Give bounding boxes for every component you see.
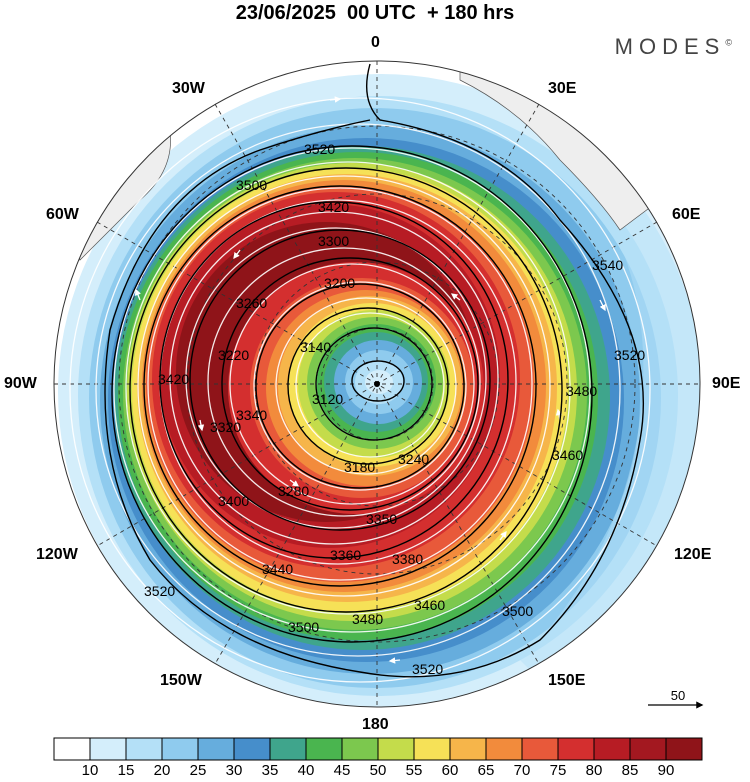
lon-label-120w: 120W — [36, 546, 78, 563]
lon-label-60e: 60E — [672, 206, 701, 223]
reference-vector-label: 50 — [670, 688, 686, 703]
contour-label: 3520 — [614, 347, 645, 363]
height-contours — [104, 63, 644, 678]
colorbar-tick: 80 — [585, 762, 603, 779]
colorbar-tick: 25 — [189, 762, 207, 779]
colorbar — [53, 737, 703, 761]
contour-label: 3400 — [218, 493, 249, 509]
brand-logo: MODES© — [615, 34, 732, 60]
colorbar-tick: 90 — [657, 762, 675, 779]
lon-label-120e: 120E — [674, 546, 712, 563]
lon-label-90w: 90W — [4, 375, 37, 392]
contour-label: 3520 — [144, 583, 175, 599]
contour-label: 3220 — [218, 347, 249, 363]
colorbar-tick: 55 — [405, 762, 423, 779]
contour-label: 3360 — [330, 547, 361, 563]
contour-label: 3320 — [210, 419, 241, 435]
colorbar-tick: 75 — [549, 762, 567, 779]
lon-label-150e: 150E — [548, 672, 586, 689]
wind-speed-fill — [54, 61, 700, 707]
colorbar-tick: 35 — [261, 762, 279, 779]
colorbar-tick: 20 — [153, 762, 171, 779]
lon-label-150w: 150W — [160, 672, 202, 689]
colorbar-tick: 65 — [477, 762, 495, 779]
colorbar-tick: 85 — [621, 762, 639, 779]
colorbar-tick: 40 — [297, 762, 315, 779]
contour-label: 3120 — [312, 391, 343, 407]
brand-name: MODES — [614, 34, 726, 59]
contour-label: 3520 — [412, 661, 443, 677]
contour-label: 3340 — [236, 407, 267, 423]
colorbar-tick: 10 — [81, 762, 99, 779]
brand-copyright-mark: © — [725, 37, 732, 48]
forecast-title: 23/06/2025 00 UTC + 180 hrs — [235, 2, 515, 24]
contour-label: 3460 — [414, 597, 445, 613]
contour-label: 3180 — [344, 459, 375, 475]
contour-label: 3350 — [366, 511, 397, 527]
colorbar-tick: 70 — [513, 762, 531, 779]
colorbar-tick: 50 — [369, 762, 387, 779]
lon-label-0: 0 — [371, 34, 380, 51]
contour-label: 3500 — [288, 619, 319, 635]
contour-label: 3280 — [278, 483, 309, 499]
contour-label: 3460 — [552, 447, 583, 463]
contour-label: 3520 — [304, 141, 335, 157]
contour-label: 3240 — [398, 451, 429, 467]
colorbar-tick: 60 — [441, 762, 459, 779]
map-border — [53, 60, 701, 708]
contour-label: 3500 — [236, 177, 267, 193]
lon-label-30w: 30W — [172, 80, 205, 97]
contour-label: 3500 — [502, 603, 533, 619]
colorbar-tick: 15 — [117, 762, 135, 779]
contour-label: 3440 — [262, 561, 293, 577]
south-pole-marker — [374, 381, 380, 387]
contour-label: 3540 — [592, 257, 623, 273]
contour-label: 3480 — [352, 611, 383, 627]
streamline-arrows — [134, 96, 606, 664]
contour-label: 3380 — [392, 551, 423, 567]
colorbar-tick: 45 — [333, 762, 351, 779]
contour-label: 3200 — [324, 275, 355, 291]
contour-label: 3480 — [566, 383, 597, 399]
contour-label: 3260 — [236, 295, 267, 311]
contour-label: 3420 — [318, 199, 349, 215]
colorbar-tick: 30 — [225, 762, 243, 779]
contour-label: 3300 — [318, 233, 349, 249]
contour-label-group: 3520 3500 3420 3300 3200 3140 3120 3180 … — [144, 141, 645, 677]
contour-label: 3420 — [158, 371, 189, 387]
lon-label-180: 180 — [362, 716, 389, 733]
lon-label-30e: 30E — [548, 80, 577, 97]
lon-label-90e: 90E — [712, 375, 741, 392]
lon-label-60w: 60W — [46, 206, 79, 223]
contour-label: 3140 — [300, 339, 331, 355]
